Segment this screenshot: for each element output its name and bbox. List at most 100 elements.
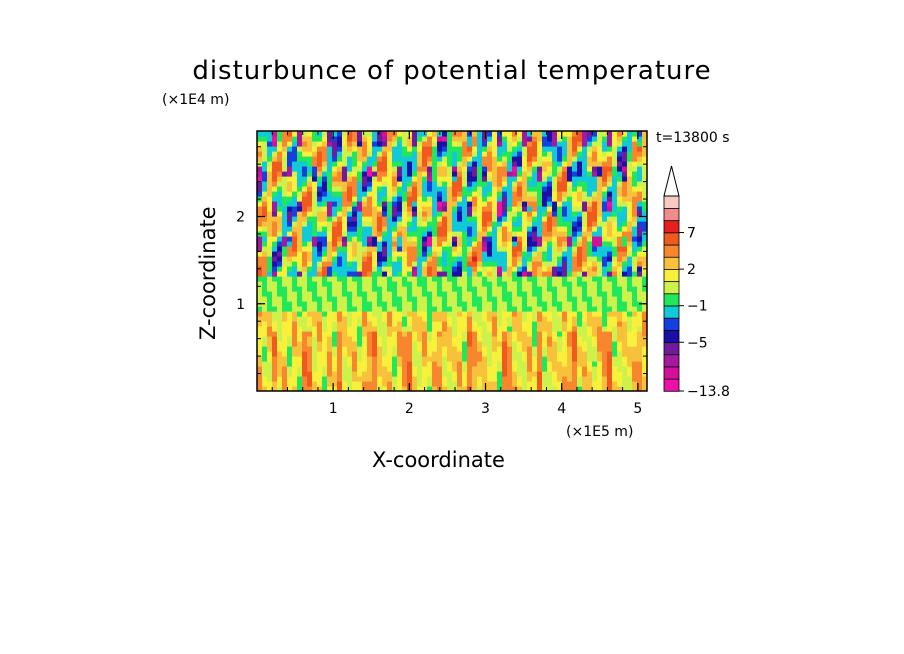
- heatmap-cell: [287, 311, 293, 317]
- heatmap-cell: [607, 366, 613, 372]
- heatmap-cell: [517, 256, 523, 262]
- heatmap-cell: [442, 381, 448, 387]
- heatmap-cell: [477, 361, 483, 367]
- heatmap-cell: [402, 251, 408, 257]
- heatmap-cell: [327, 316, 333, 322]
- heatmap-cell: [582, 366, 588, 372]
- heatmap-cell: [262, 376, 268, 382]
- heatmap-cell: [517, 241, 523, 247]
- heatmap-cell: [407, 371, 413, 377]
- heatmap-cell: [357, 281, 363, 287]
- heatmap-cell: [632, 336, 638, 342]
- heatmap-cell: [562, 266, 568, 272]
- heatmap-cell: [297, 331, 303, 337]
- heatmap-cell: [372, 141, 378, 147]
- heatmap-cell: [282, 171, 288, 177]
- heatmap-cell: [277, 241, 283, 247]
- heatmap-cell: [317, 266, 323, 272]
- heatmap-cell: [592, 376, 598, 382]
- heatmap-cell: [267, 361, 273, 367]
- heatmap-cell: [292, 141, 298, 147]
- heatmap-cell: [417, 351, 423, 357]
- heatmap-cell: [267, 151, 273, 157]
- heatmap-cell: [277, 156, 283, 162]
- heatmap-cell: [602, 266, 608, 272]
- heatmap-cell: [377, 256, 383, 262]
- heatmap-cell: [347, 186, 353, 192]
- heatmap-cell: [277, 216, 283, 222]
- heatmap-cell: [272, 311, 278, 317]
- heatmap-cell: [537, 141, 543, 147]
- heatmap-cell: [342, 366, 348, 372]
- heatmap-cell: [512, 131, 518, 137]
- heatmap-cell: [522, 276, 528, 282]
- heatmap-cell: [602, 331, 608, 337]
- heatmap-cell: [552, 276, 558, 282]
- heatmap-cell: [332, 166, 338, 172]
- heatmap-cell: [392, 341, 398, 347]
- heatmap-cell: [517, 196, 523, 202]
- heatmap-cell: [452, 376, 458, 382]
- heatmap-cell: [302, 351, 308, 357]
- heatmap-cell: [362, 201, 368, 207]
- heatmap-cell: [412, 276, 418, 282]
- heatmap-cell: [432, 151, 438, 157]
- heatmap-cell: [637, 201, 643, 207]
- heatmap-cell: [467, 271, 473, 277]
- heatmap-cell: [372, 166, 378, 172]
- heatmap-cell: [572, 321, 578, 327]
- heatmap-cell: [582, 171, 588, 177]
- heatmap-cell: [607, 256, 613, 262]
- heatmap-cell: [492, 316, 498, 322]
- heatmap-cell: [532, 266, 538, 272]
- heatmap-cell: [342, 171, 348, 177]
- heatmap-cell: [527, 316, 533, 322]
- heatmap-cell: [257, 136, 263, 142]
- heatmap-cell: [492, 331, 498, 337]
- heatmap-cell: [492, 266, 498, 272]
- heatmap-cell: [262, 136, 268, 142]
- heatmap-cell: [517, 301, 523, 307]
- heatmap-cell: [457, 321, 463, 327]
- heatmap-cell: [437, 191, 443, 197]
- heatmap-cell: [617, 311, 623, 317]
- heatmap-cell: [332, 311, 338, 317]
- heatmap-cell: [307, 251, 313, 257]
- heatmap-cell: [447, 341, 453, 347]
- heatmap-cell: [362, 251, 368, 257]
- heatmap-cell: [282, 161, 288, 167]
- heatmap-cell: [292, 356, 298, 362]
- heatmap-cell: [317, 226, 323, 232]
- heatmap-cell: [617, 266, 623, 272]
- heatmap-cell: [447, 166, 453, 172]
- heatmap-cell: [567, 181, 573, 187]
- heatmap-cell: [357, 241, 363, 247]
- heatmap-cell: [567, 166, 573, 172]
- heatmap-cell: [287, 146, 293, 152]
- heatmap-cell: [307, 191, 313, 197]
- heatmap-cell: [337, 351, 343, 357]
- heatmap-cell: [467, 376, 473, 382]
- heatmap-cell: [577, 376, 583, 382]
- heatmap-cell: [457, 206, 463, 212]
- heatmap-cell: [277, 146, 283, 152]
- heatmap-cell: [582, 376, 588, 382]
- heatmap-cell: [567, 196, 573, 202]
- heatmap-cell: [317, 241, 323, 247]
- heatmap-cell: [552, 136, 558, 142]
- heatmap-cell: [637, 286, 643, 292]
- heatmap-cell: [562, 186, 568, 192]
- heatmap-cell: [412, 381, 418, 387]
- heatmap-cell: [337, 286, 343, 292]
- heatmap-cell: [312, 196, 318, 202]
- heatmap-cell: [292, 226, 298, 232]
- heatmap-cell: [607, 231, 613, 237]
- heatmap-cell: [312, 311, 318, 317]
- heatmap-cell: [562, 331, 568, 337]
- heatmap-cell: [477, 356, 483, 362]
- heatmap-cell: [627, 196, 633, 202]
- heatmap-cell: [342, 336, 348, 342]
- heatmap-cell: [602, 371, 608, 377]
- heatmap-cell: [542, 161, 548, 167]
- heatmap-cell: [437, 346, 443, 352]
